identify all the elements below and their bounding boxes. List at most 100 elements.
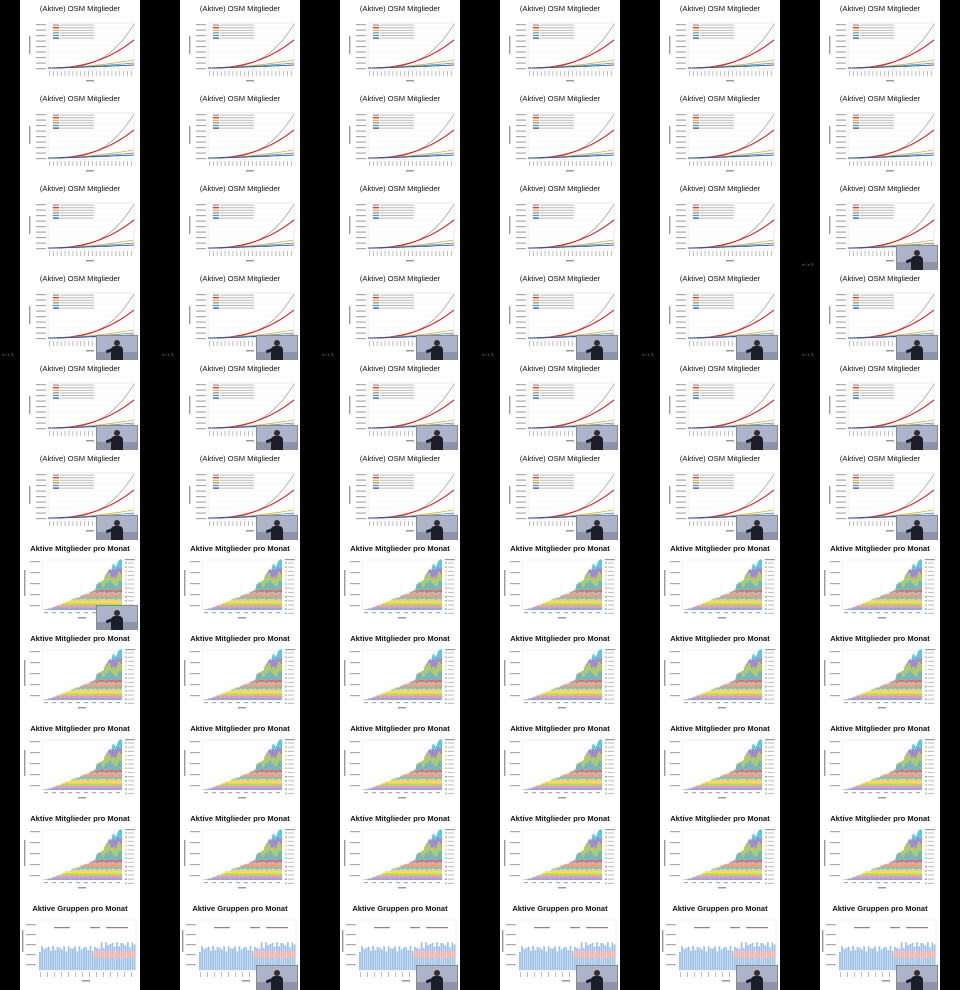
- slide-thumbnail[interactable]: Aktive Mitglieder pro Monat: [0, 810, 160, 900]
- slide-thumbnail[interactable]: (Aktive) OSM Mitglieder: [320, 360, 480, 450]
- slide-thumbnail[interactable]: Aktive Gruppen pro Monat: [0, 900, 160, 990]
- x-axis-label: [246, 530, 254, 532]
- slide-thumbnail[interactable]: (Aktive) OSM Mitglieder < / > ≡: [0, 270, 160, 360]
- slide-navigation-controls[interactable]: < / > ≡: [322, 352, 333, 357]
- slide-thumbnail[interactable]: (Aktive) OSM Mitglieder: [320, 180, 480, 270]
- slide-thumbnail[interactable]: Aktive Mitglieder pro Monat: [800, 540, 960, 630]
- slide-thumbnail[interactable]: (Aktive) OSM Mitglieder: [320, 90, 480, 180]
- y-tick-label: [190, 864, 200, 865]
- slide-thumbnail[interactable]: Aktive Gruppen pro Monat: [640, 900, 800, 990]
- slide-thumbnail[interactable]: (Aktive) OSM Mitglieder: [320, 450, 480, 540]
- slide-thumbnail[interactable]: (Aktive) OSM Mitglieder: [640, 360, 800, 450]
- slide-thumbnail[interactable]: Aktive Mitglieder pro Monat: [160, 540, 320, 630]
- legend-label: [288, 845, 294, 846]
- x-axis-label: [718, 797, 726, 799]
- slide-thumbnail[interactable]: (Aktive) OSM Mitglieder: [480, 450, 640, 540]
- slide-thumbnail[interactable]: Aktive Mitglieder pro Monat: [320, 630, 480, 720]
- x-tick-label: [693, 71, 694, 76]
- slide-thumbnail[interactable]: Aktive Gruppen pro Monat: [800, 900, 960, 990]
- slide-thumbnail[interactable]: Aktive Mitglieder pro Monat: [160, 720, 320, 810]
- slide-thumbnail[interactable]: (Aktive) OSM Mitglieder: [160, 0, 320, 90]
- slide-thumbnail[interactable]: (Aktive) OSM Mitglieder: [0, 450, 160, 540]
- slide-navigation-controls[interactable]: < / > ≡: [802, 352, 813, 357]
- slide-thumbnail[interactable]: (Aktive) OSM Mitglieder < / > ≡: [320, 270, 480, 360]
- slide-thumbnail[interactable]: (Aktive) OSM Mitglieder: [800, 90, 960, 180]
- slide-thumbnail[interactable]: (Aktive) OSM Mitglieder: [0, 360, 160, 450]
- slide-thumbnail[interactable]: Aktive Mitglieder pro Monat: [320, 720, 480, 810]
- slide-thumbnail[interactable]: (Aktive) OSM Mitglieder: [160, 90, 320, 180]
- slide-thumbnail[interactable]: (Aktive) OSM Mitglieder: [480, 360, 640, 450]
- slide-thumbnail[interactable]: (Aktive) OSM Mitglieder: [640, 90, 800, 180]
- slide-thumbnail[interactable]: (Aktive) OSM Mitglieder < / > ≡: [800, 270, 960, 360]
- slide-thumbnail[interactable]: Aktive Mitglieder pro Monat: [800, 630, 960, 720]
- slide-thumbnail[interactable]: (Aktive) OSM Mitglieder < / > ≡: [640, 270, 800, 360]
- legend-swatch: [533, 207, 539, 208]
- legend-label: [380, 392, 414, 393]
- legend-swatch: [693, 387, 699, 388]
- slide-thumbnail[interactable]: Aktive Mitglieder pro Monat: [640, 720, 800, 810]
- legend-label: [768, 776, 774, 777]
- x-tick-label: [545, 161, 546, 166]
- slide-thumbnail[interactable]: (Aktive) OSM Mitglieder: [160, 450, 320, 540]
- slide-thumbnail[interactable]: (Aktive) OSM Mitglieder: [480, 90, 640, 180]
- x-tick-label: [104, 251, 105, 256]
- x-tick-label: [732, 431, 733, 436]
- slide-thumbnail[interactable]: (Aktive) OSM Mitglieder: [480, 180, 640, 270]
- legend-label: [860, 385, 894, 386]
- slide-thumbnail[interactable]: Aktive Mitglieder pro Monat: [320, 540, 480, 630]
- slide-thumbnail[interactable]: Aktive Mitglieder pro Monat: [480, 720, 640, 810]
- slide-thumbnail[interactable]: Aktive Mitglieder pro Monat: [800, 720, 960, 810]
- slide-thumbnail[interactable]: Aktive Mitglieder pro Monat: [0, 720, 160, 810]
- slide-thumbnail[interactable]: (Aktive) OSM Mitglieder: [320, 0, 480, 90]
- slide-thumbnail[interactable]: Aktive Mitglieder pro Monat: [800, 810, 960, 900]
- slide-thumbnail[interactable]: (Aktive) OSM Mitglieder: [800, 360, 960, 450]
- legend-swatch: [213, 35, 219, 36]
- slide-thumbnail[interactable]: (Aktive) OSM Mitglieder: [800, 450, 960, 540]
- slide-thumbnail[interactable]: Aktive Mitglieder pro Monat: [640, 630, 800, 720]
- slide-thumbnail[interactable]: Aktive Gruppen pro Monat: [320, 900, 480, 990]
- legend-swatch: [53, 395, 59, 396]
- slide-thumbnail[interactable]: (Aktive) OSM Mitglieder: [160, 180, 320, 270]
- slide-navigation-controls[interactable]: < / > ≡: [642, 352, 653, 357]
- slide-thumbnail[interactable]: (Aktive) OSM Mitglieder: [0, 180, 160, 270]
- slide-thumbnail[interactable]: Aktive Mitglieder pro Monat: [160, 810, 320, 900]
- slide-thumbnail[interactable]: Aktive Mitglieder pro Monat: [640, 540, 800, 630]
- slide-thumbnail[interactable]: Aktive Mitglieder pro Monat: [160, 630, 320, 720]
- slide-thumbnail[interactable]: Aktive Mitglieder pro Monat: [0, 630, 160, 720]
- slide-thumbnail[interactable]: (Aktive) OSM Mitglieder: [160, 360, 320, 450]
- legend-swatch: [373, 305, 379, 306]
- y-tick-label: [836, 68, 846, 69]
- legend-label: [128, 661, 134, 662]
- x-tick-label: [84, 71, 85, 76]
- y-tick-label: [356, 338, 366, 339]
- slide-thumbnail[interactable]: (Aktive) OSM Mitglieder: [640, 180, 800, 270]
- y-tick-label: [196, 147, 206, 148]
- slide-navigation-controls[interactable]: < / > ≡: [482, 352, 493, 357]
- slide-navigation-controls[interactable]: < / > ≡: [162, 352, 173, 357]
- x-tick-label: [611, 71, 612, 76]
- slide-thumbnail[interactable]: (Aktive) OSM Mitglieder < / > ≡: [480, 270, 640, 360]
- slide-thumbnail[interactable]: Aktive Gruppen pro Monat: [480, 900, 640, 990]
- slide-navigation-controls[interactable]: < / > ≡: [802, 262, 813, 267]
- slide-thumbnail[interactable]: Aktive Mitglieder pro Monat: [480, 630, 640, 720]
- slide-thumbnail[interactable]: Aktive Mitglieder pro Monat: [0, 540, 160, 630]
- slide-thumbnail[interactable]: (Aktive) OSM Mitglieder < / > ≡: [800, 180, 960, 270]
- slide-thumbnail[interactable]: (Aktive) OSM Mitglieder: [640, 0, 800, 90]
- slide-thumbnail[interactable]: (Aktive) OSM Mitglieder: [640, 450, 800, 540]
- slide-thumbnail[interactable]: (Aktive) OSM Mitglieder: [480, 0, 640, 90]
- slide-thumbnail[interactable]: (Aktive) OSM Mitglieder: [800, 0, 960, 90]
- slide-navigation-controls[interactable]: < / > ≡: [2, 352, 13, 357]
- slide-thumbnail[interactable]: (Aktive) OSM Mitglieder: [0, 0, 160, 90]
- x-tick-label: [748, 612, 752, 613]
- legend-swatch: [765, 698, 767, 700]
- annotation-label: [746, 927, 768, 928]
- slide-thumbnail[interactable]: (Aktive) OSM Mitglieder: [0, 90, 160, 180]
- slide-thumbnail[interactable]: (Aktive) OSM Mitglieder < / > ≡: [160, 270, 320, 360]
- legend-label: [928, 772, 934, 773]
- slide-thumbnail[interactable]: Aktive Mitglieder pro Monat: [320, 810, 480, 900]
- slide-thumbnail[interactable]: Aktive Mitglieder pro Monat: [640, 810, 800, 900]
- legend-label: [768, 854, 774, 855]
- slide-thumbnail[interactable]: Aktive Mitglieder pro Monat: [480, 810, 640, 900]
- slide-thumbnail[interactable]: Aktive Gruppen pro Monat: [160, 900, 320, 990]
- slide-thumbnail[interactable]: Aktive Mitglieder pro Monat: [480, 540, 640, 630]
